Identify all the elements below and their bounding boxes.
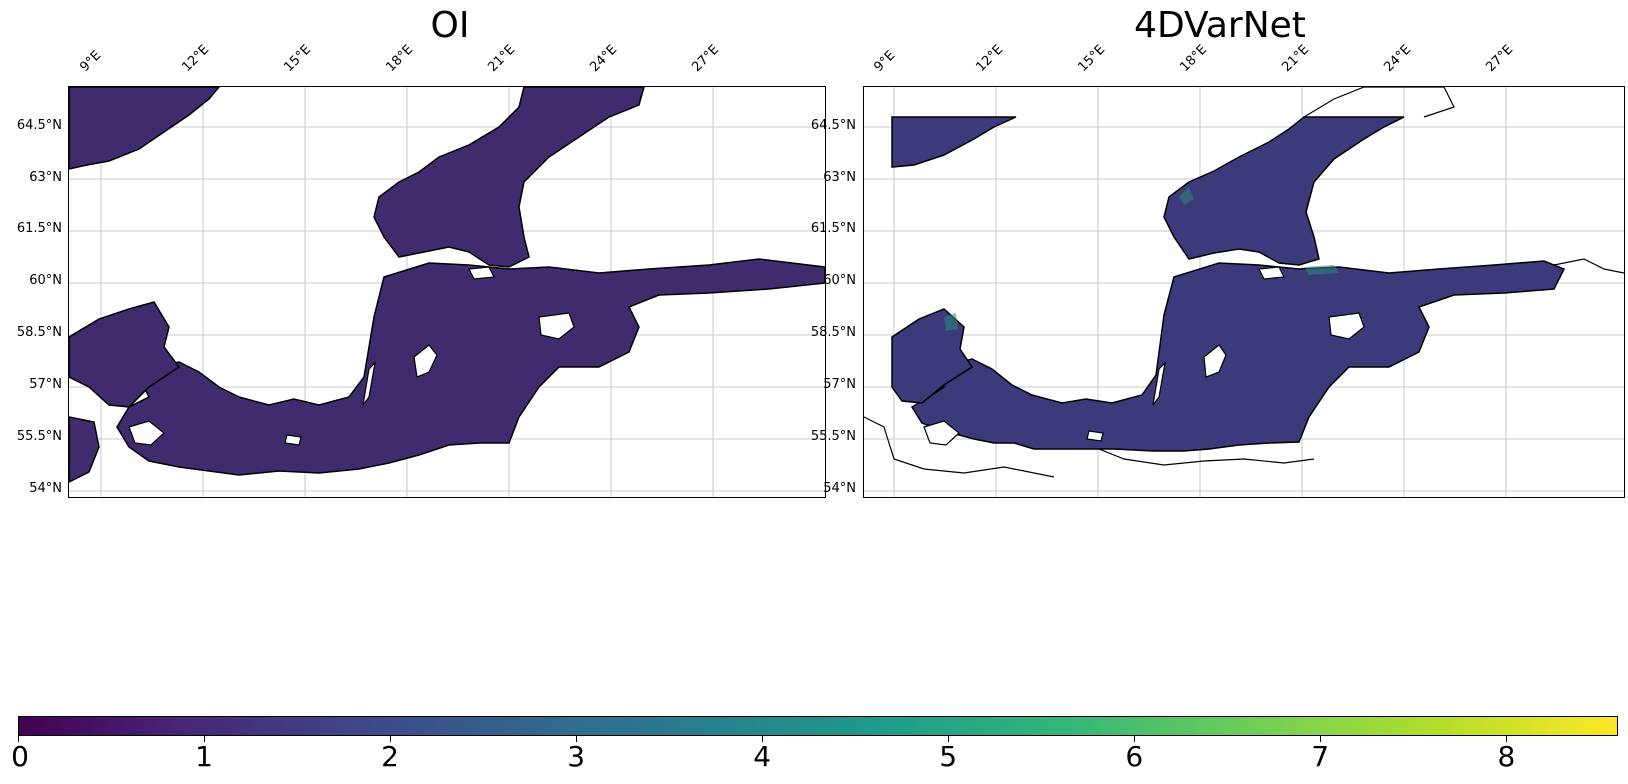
highlights-4dvarnet — [944, 187, 1339, 331]
islands-4dvarnet — [923, 266, 1365, 446]
gulf-of-bothnia — [373, 87, 645, 268]
colorbar-tick-label: 1 — [195, 740, 213, 773]
colorbar-tick-mark — [1506, 736, 1508, 742]
lat-tick: 61.5°N — [810, 221, 856, 236]
lat-tick: 63°N — [29, 170, 62, 185]
colorbar-tick-mark — [1134, 736, 1136, 742]
oland — [1152, 361, 1166, 406]
lat-tick: 61.5°N — [16, 221, 62, 236]
lat-tick: 63°N — [823, 170, 856, 185]
oland — [362, 361, 376, 406]
panel-oi: OI 9°E 12°E 15°E 18°E 21°E 24°E 27°E 64.… — [0, 0, 826, 500]
kattegat — [69, 301, 181, 408]
map-oi — [68, 86, 826, 498]
norwegian-sea — [69, 87, 220, 170]
colorbar-tick-mark — [18, 736, 19, 742]
lat-tick: 60°N — [823, 273, 856, 288]
panel-title-oi: OI — [430, 5, 470, 46]
saaremaa — [1328, 312, 1365, 340]
colorbar: 0 1 2 3 4 5 6 7 8 — [11, 716, 1618, 776]
panel-4dvarnet: 4DVarNet 9°E 12°E 15°E 18°E 21°E 24°E 27… — [800, 0, 1625, 500]
danish-islands — [923, 420, 960, 446]
bornholm — [284, 434, 302, 446]
lat-tick: 57°N — [29, 377, 62, 392]
baltic-main — [910, 260, 1566, 452]
sea-oi — [69, 87, 825, 483]
lat-tick: 55.5°N — [810, 429, 856, 444]
aland — [1258, 266, 1285, 280]
panel-title-4dvarnet: 4DVarNet — [1134, 5, 1306, 46]
lat-tick: 54°N — [823, 481, 856, 496]
kattegat — [891, 308, 974, 404]
colorbar-tick-label: 4 — [753, 740, 772, 773]
bornholm — [1086, 430, 1104, 442]
lat-tick: 64.5°N — [16, 118, 62, 133]
gotland — [413, 344, 438, 378]
lon-tick: 9°E — [871, 48, 899, 75]
coastline-outline — [864, 87, 1624, 478]
lon-tick: 9°E — [77, 48, 105, 75]
colorbar-tick-label: 7 — [1311, 740, 1330, 773]
colorbar-tick-label: 8 — [1497, 740, 1516, 773]
lat-tick: 54°N — [29, 481, 62, 496]
saaremaa — [538, 312, 575, 340]
islands-oi — [128, 266, 575, 446]
colorbar-tick-label: 0 — [11, 740, 29, 773]
colorbar-tick-label: 5 — [939, 740, 958, 773]
colorbar-tick-mark — [576, 736, 578, 742]
map-oi-svg — [69, 87, 825, 497]
skagerrak-west — [69, 416, 100, 483]
lat-tick: 60°N — [29, 273, 62, 288]
lat-tick: 58.5°N — [810, 325, 856, 340]
map-4dvarnet-svg — [864, 87, 1624, 497]
lat-tick: 64.5°N — [810, 118, 856, 133]
gulf-of-bothnia — [1163, 116, 1405, 266]
danish-islands — [128, 420, 165, 446]
sea-4dvarnet — [891, 116, 1566, 452]
colorbar-gradient — [18, 716, 1618, 736]
colorbar-tick-label: 2 — [381, 740, 399, 773]
baltic-main — [116, 258, 825, 476]
lat-tick: 55.5°N — [16, 429, 62, 444]
colorbar-tick-mark — [762, 736, 764, 742]
colorbar-tick-label: 3 — [567, 740, 586, 773]
colorbar-tick-label: 6 — [1125, 740, 1144, 773]
colorbar-tick-mark — [390, 736, 392, 742]
norwegian-sea — [891, 116, 1017, 168]
colorbar-tick-mark — [204, 736, 206, 742]
colorbar-tick-mark — [948, 736, 950, 742]
gotland — [1203, 344, 1227, 378]
lat-tick: 57°N — [823, 377, 856, 392]
map-4dvarnet — [863, 86, 1625, 498]
lat-tick: 58.5°N — [16, 325, 62, 340]
colorbar-tick-mark — [1320, 736, 1322, 742]
aland — [468, 266, 495, 280]
